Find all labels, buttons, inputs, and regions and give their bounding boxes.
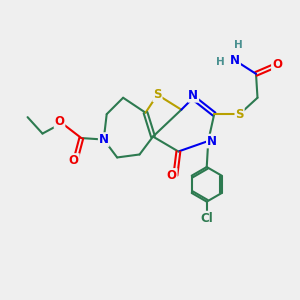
Text: H: H <box>216 57 224 67</box>
Text: N: N <box>207 134 217 148</box>
Text: O: O <box>167 169 177 182</box>
Text: N: N <box>188 89 198 102</box>
Text: O: O <box>272 58 282 71</box>
Text: N: N <box>99 133 109 146</box>
Text: N: N <box>230 54 240 67</box>
Text: O: O <box>69 154 79 167</box>
Text: O: O <box>55 115 64 128</box>
Text: S: S <box>153 88 162 101</box>
Text: Cl: Cl <box>200 212 213 225</box>
Text: S: S <box>235 108 244 121</box>
Text: H: H <box>234 40 242 50</box>
